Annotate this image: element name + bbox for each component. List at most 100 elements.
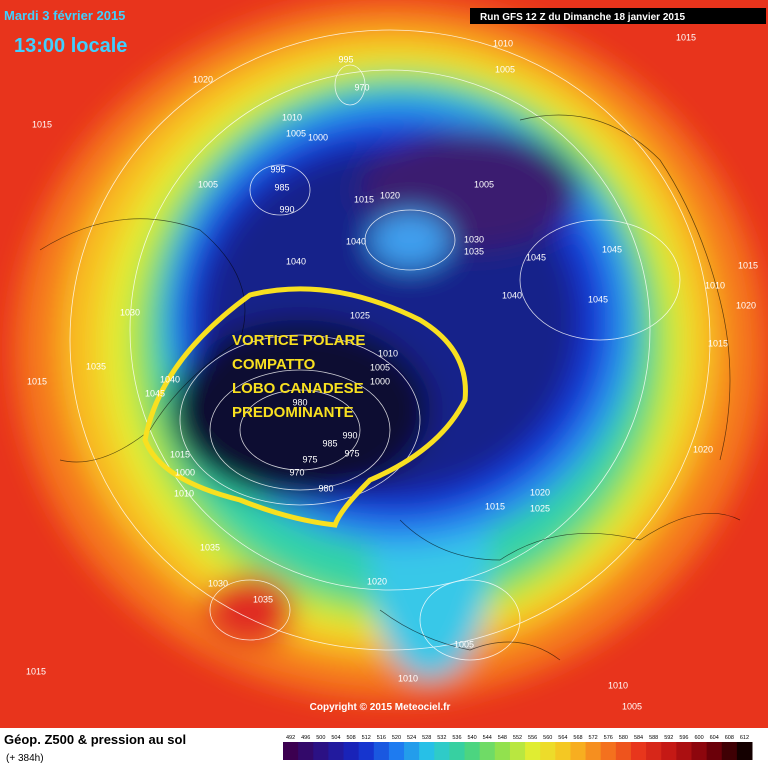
pressure-label: 1025 bbox=[350, 310, 370, 320]
colorbar-swatch bbox=[388, 742, 405, 760]
pressure-label: 1025 bbox=[530, 503, 550, 513]
isobars bbox=[69, 29, 711, 661]
colorbar-label: 560 bbox=[543, 735, 552, 741]
colorbar-swatch bbox=[691, 742, 708, 760]
pressure-label: 995 bbox=[270, 164, 285, 174]
colorbar-swatch bbox=[570, 742, 587, 760]
colorbar-label: 496 bbox=[301, 735, 310, 741]
pressure-label: 1015 bbox=[27, 376, 47, 386]
colorbar-swatch bbox=[449, 742, 466, 760]
pressure-label: 1040 bbox=[160, 374, 180, 384]
pressure-label: 1010 bbox=[705, 280, 725, 290]
colorbar-label: 528 bbox=[422, 735, 431, 741]
pressure-label: 1000 bbox=[308, 132, 328, 142]
pressure-label: 990 bbox=[342, 430, 357, 440]
pressure-label: 980 bbox=[292, 397, 307, 407]
pressure-label: 1020 bbox=[380, 190, 400, 200]
pressure-label: 1040 bbox=[346, 236, 366, 246]
pressure-label: 1005 bbox=[286, 128, 306, 138]
colorbar-label: 504 bbox=[331, 735, 340, 741]
pressure-label: 1015 bbox=[26, 666, 46, 676]
colorbar-swatch bbox=[419, 742, 435, 760]
vortex-outline bbox=[142, 286, 468, 528]
pressure-label: 1010 bbox=[608, 680, 628, 690]
run-info: Run GFS 12 Z du Dimanche 18 janvier 2015 bbox=[480, 12, 686, 23]
colorbar-swatch bbox=[404, 742, 420, 760]
colorbar-label: 592 bbox=[664, 735, 673, 741]
pressure-label: 1035 bbox=[200, 542, 220, 552]
pressure-label: 1015 bbox=[708, 338, 728, 348]
colorbar-label: 544 bbox=[483, 735, 492, 741]
colorbar-label: 524 bbox=[407, 735, 416, 741]
annotation-line: LOBO CANADESE bbox=[232, 380, 364, 397]
pressure-label: 1005 bbox=[370, 362, 390, 372]
run-bg bbox=[470, 8, 766, 24]
pressure-label: 1020 bbox=[367, 576, 387, 586]
pressure-label: 1015 bbox=[676, 32, 696, 42]
pressure-label: 1010 bbox=[174, 488, 194, 498]
pressure-label: 1030 bbox=[208, 578, 228, 588]
pressure-label: 1040 bbox=[286, 256, 306, 266]
pressure-label: 985 bbox=[274, 182, 289, 192]
colorbar-label: 556 bbox=[528, 735, 537, 741]
pressure-label: 1015 bbox=[354, 194, 374, 204]
colorbar-swatch bbox=[358, 742, 375, 760]
colorbar-swatch bbox=[585, 742, 602, 760]
pressure-label: 1005 bbox=[474, 179, 494, 189]
pressure-label: 1035 bbox=[464, 246, 484, 256]
pressure-label: 1000 bbox=[370, 376, 390, 386]
annotation-line: COMPATTO bbox=[232, 356, 316, 373]
colorbar-label: 600 bbox=[694, 735, 703, 741]
pressure-label: 985 bbox=[322, 438, 337, 448]
pressure-label: 1045 bbox=[145, 388, 165, 398]
pressure-label: 1010 bbox=[493, 38, 513, 48]
colorbar-swatch bbox=[615, 742, 632, 760]
colorbar-swatch bbox=[298, 742, 314, 760]
colorbar-label: 564 bbox=[558, 735, 567, 741]
colorbar-label: 516 bbox=[377, 735, 386, 741]
pressure-label: 1015 bbox=[32, 119, 52, 129]
colorbar-swatch bbox=[494, 742, 511, 760]
date: Mardi 3 février 2015 bbox=[4, 8, 125, 23]
copyright: Copyright © 2015 Meteociel.fr bbox=[310, 702, 451, 713]
colorbar-label: 596 bbox=[679, 735, 688, 741]
colorbar-swatch bbox=[646, 742, 662, 760]
time: 13:00 locale bbox=[14, 35, 127, 57]
colorbar-label: 548 bbox=[498, 735, 507, 741]
colorbar-swatch bbox=[661, 742, 677, 760]
colorbar-swatch bbox=[479, 742, 496, 760]
pressure-label: 1030 bbox=[464, 234, 484, 244]
colorbar-swatch bbox=[721, 742, 738, 760]
pressure-label: 1020 bbox=[193, 74, 213, 84]
pressure-label: 1015 bbox=[485, 501, 505, 511]
colorbar-label: 500 bbox=[316, 735, 325, 741]
colorbar-label: 520 bbox=[392, 735, 401, 741]
pressure-label: 975 bbox=[302, 454, 317, 464]
pressure-label: 1005 bbox=[495, 64, 515, 74]
colorbar-label: 532 bbox=[437, 735, 446, 741]
colorbar-swatch bbox=[630, 742, 647, 760]
colorbar-label: 612 bbox=[740, 735, 749, 741]
annotation-line: PREDOMINANTE bbox=[232, 404, 354, 421]
colorbar-swatch bbox=[540, 742, 556, 760]
colorbar-swatch bbox=[600, 742, 617, 760]
pressure-label: 1045 bbox=[588, 294, 608, 304]
colorbar-swatch bbox=[509, 742, 526, 760]
pressure-label: 1000 bbox=[175, 467, 195, 477]
colorbar-swatch bbox=[373, 742, 390, 760]
colorbar-label: 536 bbox=[452, 735, 461, 741]
pressure-label: 970 bbox=[354, 82, 369, 92]
colorbar-swatch bbox=[328, 742, 345, 760]
colorbar-label: 588 bbox=[649, 735, 658, 741]
colorbar-label: 576 bbox=[604, 735, 613, 741]
field bbox=[0, 0, 768, 728]
footer-title: Géop. Z500 & pression au sol bbox=[4, 732, 186, 747]
colorbar-label: 608 bbox=[725, 735, 734, 741]
pressure-label: 1005 bbox=[198, 179, 218, 189]
pressure-label: 970 bbox=[289, 467, 304, 477]
colorbar-swatch bbox=[736, 742, 753, 760]
colorbar-label: 492 bbox=[286, 735, 295, 741]
